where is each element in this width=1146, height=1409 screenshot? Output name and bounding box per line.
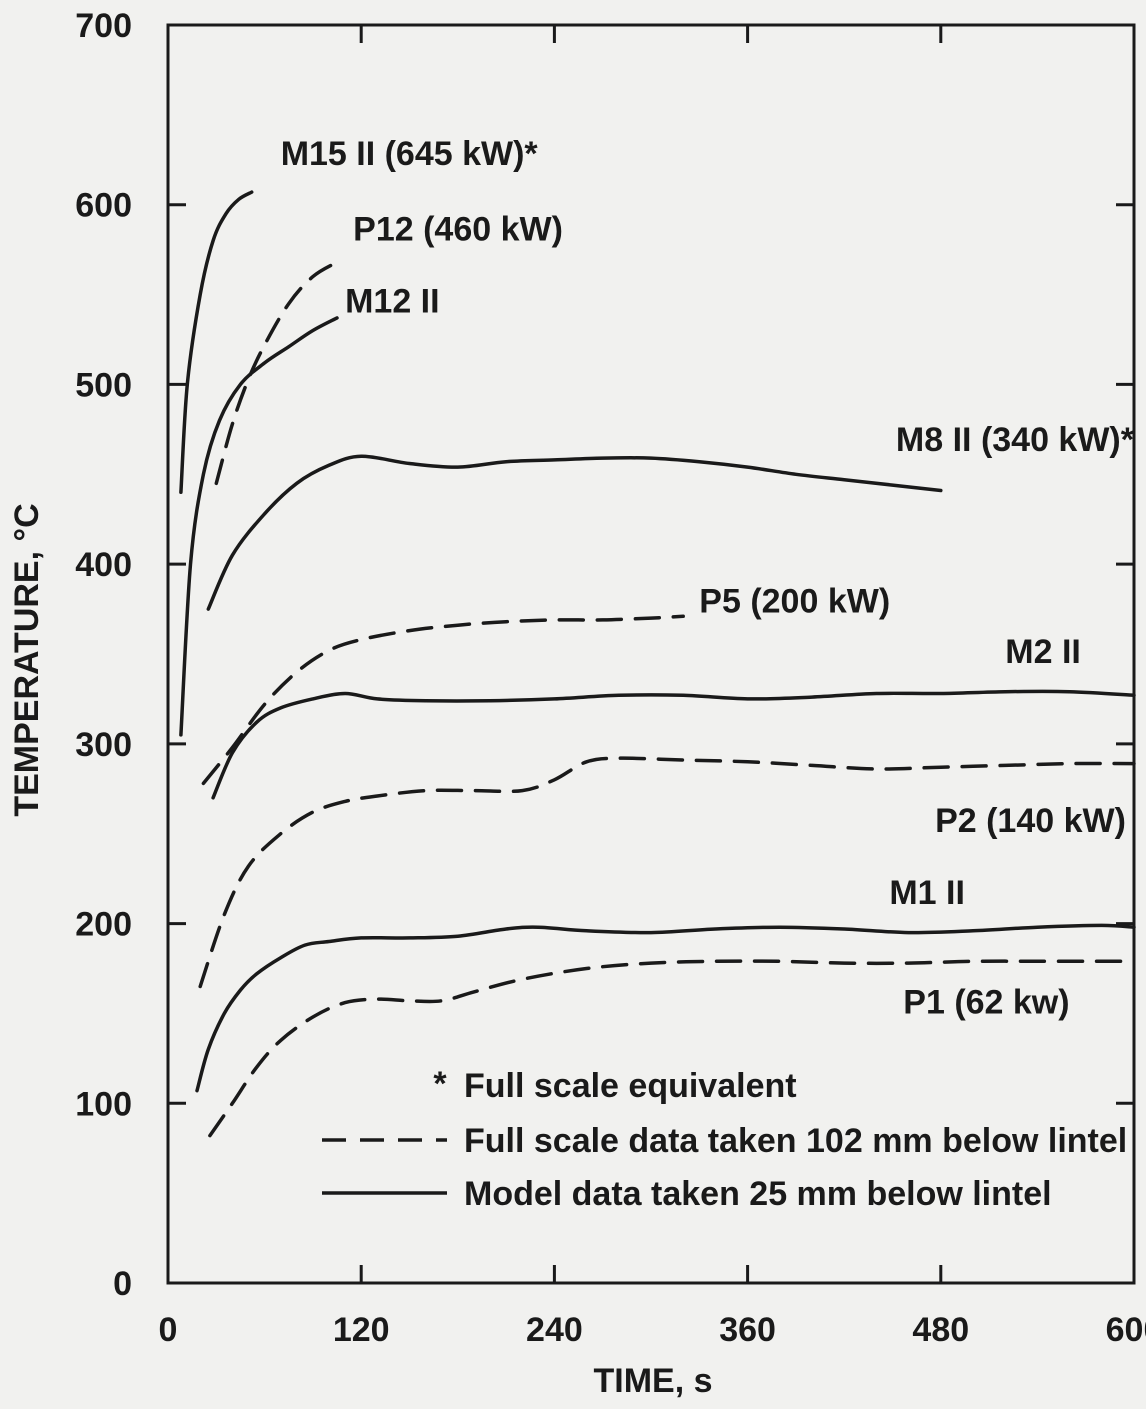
y-axis-title: TEMPERATURE, °C: [8, 503, 46, 816]
series-line: [179, 316, 339, 737]
x-tick-label: 360: [719, 1311, 776, 1349]
y-tick-label: 300: [75, 726, 132, 764]
legend: * Full scale equivalent Full scale data ta…: [322, 1065, 1127, 1213]
series-line: [206, 454, 943, 611]
series-line: [208, 959, 1136, 1138]
y-tick-label: 600: [75, 187, 132, 225]
y-tick-label: 0: [113, 1265, 132, 1303]
series-line: [179, 190, 254, 495]
series-line: [195, 923, 1136, 1093]
series-line: [198, 756, 1136, 989]
x-tick-label: 240: [526, 1311, 583, 1349]
y-tick-label: 100: [75, 1085, 132, 1123]
y-tick-label: 200: [75, 906, 132, 944]
x-tick-label: 600: [1106, 1311, 1146, 1349]
axis-ticks: [168, 25, 1134, 1283]
x-axis-title: TIME, s: [593, 1362, 712, 1400]
series-line: [211, 689, 1136, 800]
series-annotation: M15 II (645 kW)*: [281, 135, 539, 173]
series-lines: [179, 190, 1136, 1138]
series-line: [214, 260, 339, 486]
series-annotation: M8 II (340 kW)*: [896, 421, 1135, 459]
x-tick-label: 480: [912, 1311, 969, 1349]
y-tick-label: 700: [75, 7, 132, 45]
x-tick-label: 120: [333, 1311, 390, 1349]
y-tick-label: 500: [75, 366, 132, 404]
series-annotation: P5 (200 kW): [699, 583, 890, 621]
x-tick-label: 0: [159, 1311, 178, 1349]
series-annotation: P12 (460 kW): [353, 211, 563, 249]
series-annotation: P2 (140 kW): [935, 802, 1126, 840]
plot-frame: [166, 23, 1136, 1285]
legend-asterisk: *: [433, 1065, 447, 1103]
y-tick-label: 400: [75, 546, 132, 584]
series-annotation: M2 II: [1005, 633, 1081, 671]
legend-label: Model data taken 25 mm below lintel: [464, 1175, 1052, 1213]
legend-label: Full scale equivalent: [464, 1067, 797, 1105]
series-annotation: M1 II: [889, 874, 965, 912]
series-annotation: P1 (62 kw): [903, 983, 1069, 1021]
legend-label: Full scale data taken 102 mm below linte…: [464, 1122, 1127, 1160]
series-annotations: M15 II (645 kW)* P12 (460 kW) M12 II M8 II …: [281, 135, 1135, 1021]
series-line: [201, 614, 685, 786]
tick-labels: 0 120 240 360 480 600 0 100 200 300 400 500 600 700: [75, 7, 1146, 1349]
series-annotation: M12 II: [345, 283, 439, 321]
